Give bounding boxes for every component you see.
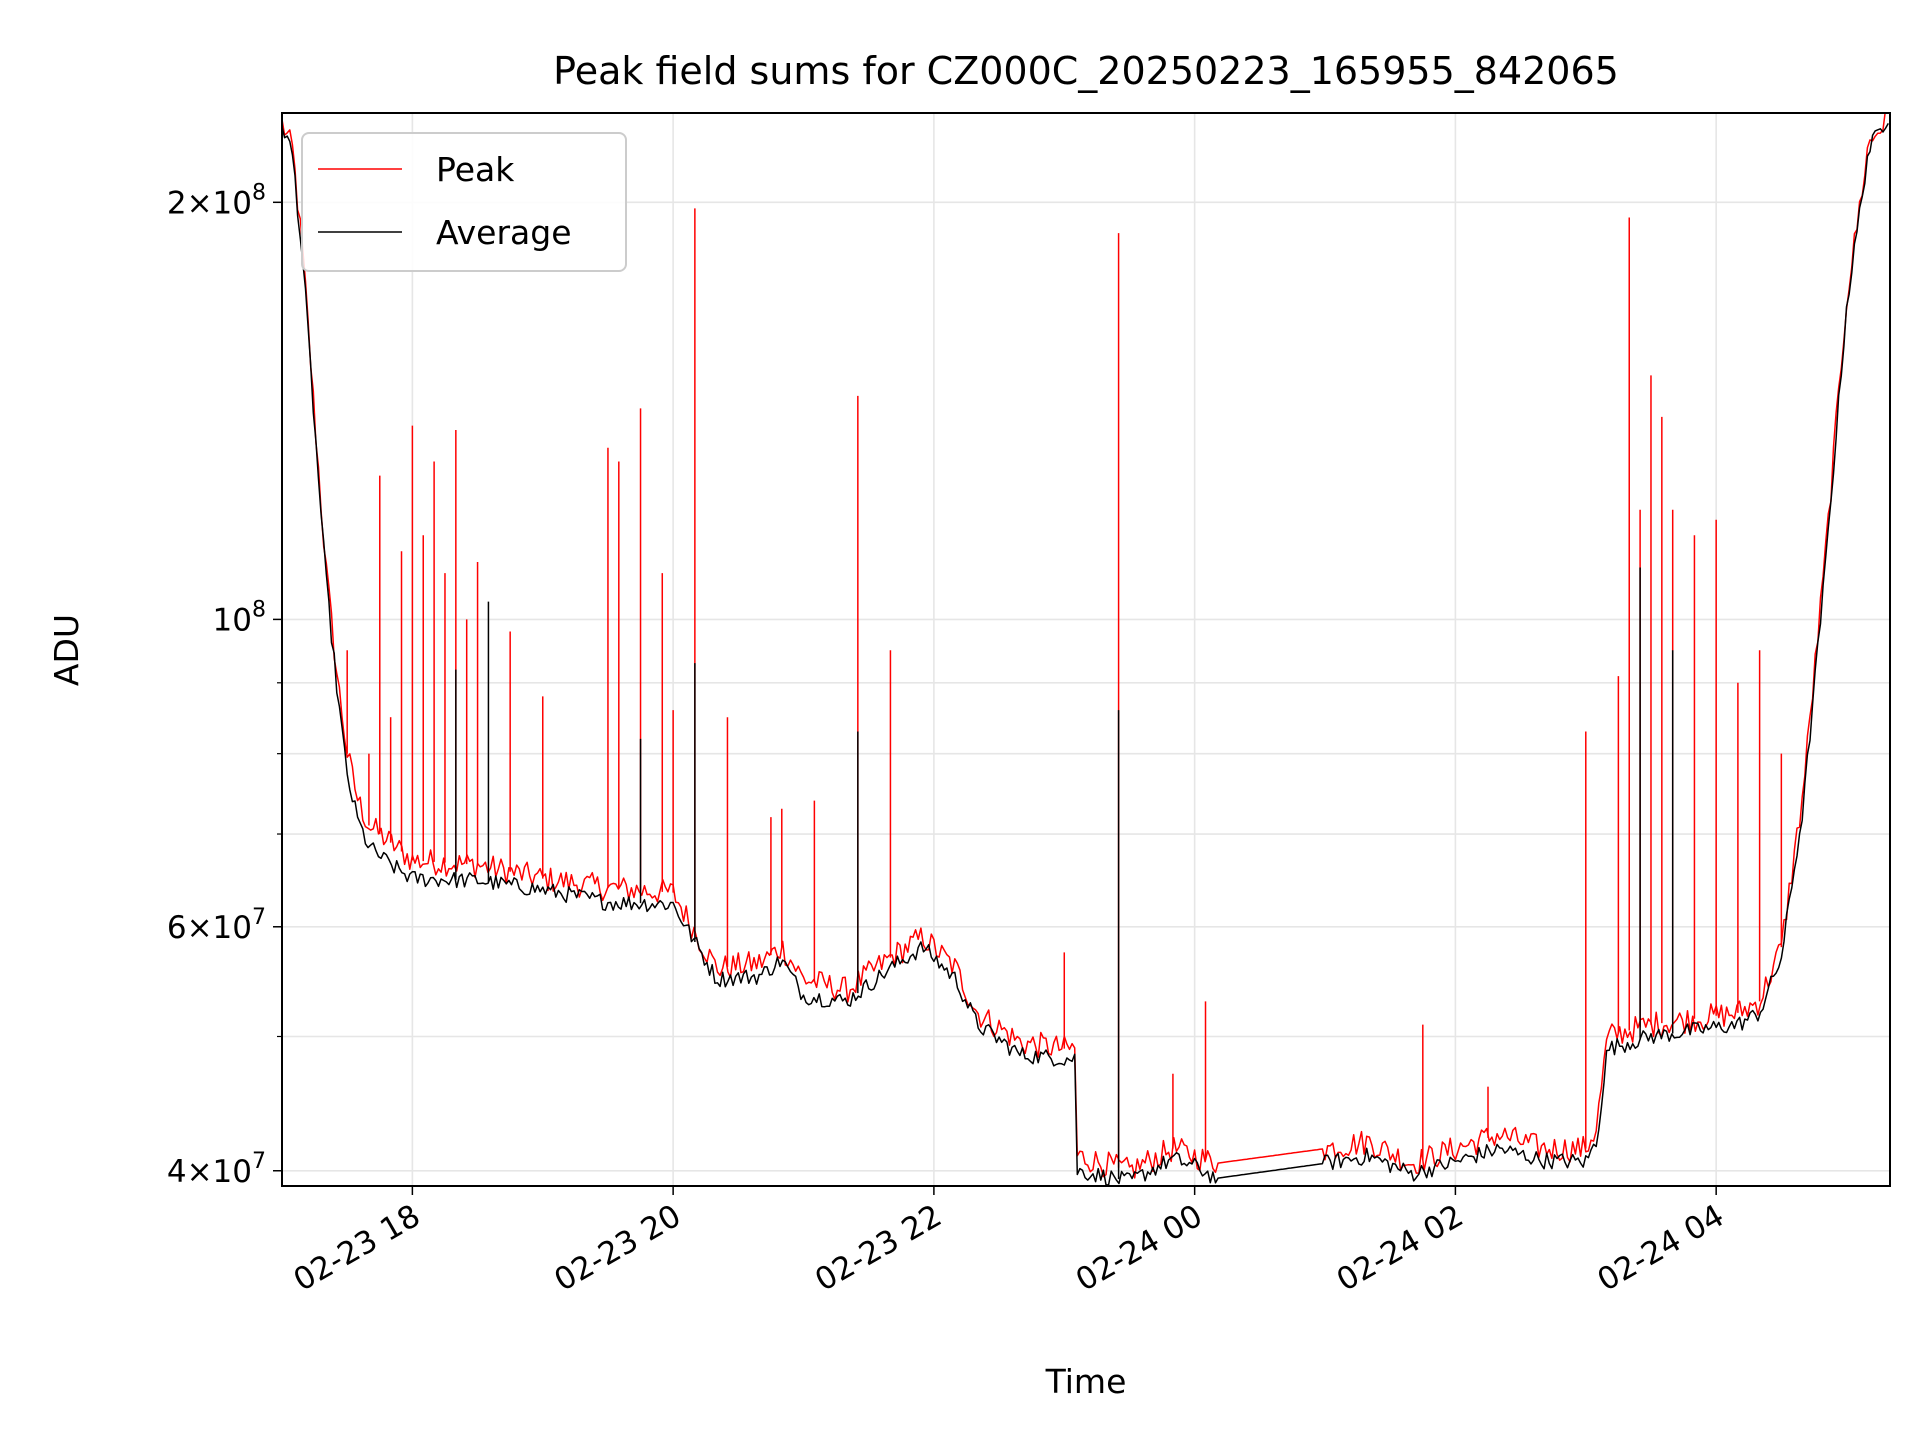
legend-peak-label: Peak <box>436 150 515 189</box>
series-layer <box>282 113 1889 1186</box>
series-line-average <box>282 123 1889 1186</box>
series-line-peak <box>282 113 1886 1179</box>
legend: Peak Average <box>301 132 627 272</box>
y-axis-label: ADU <box>47 614 86 686</box>
x-axis-label: Time <box>1045 1362 1127 1401</box>
y-tick-label: 6×107 <box>167 905 266 946</box>
y-tick-label: 2×108 <box>167 180 266 221</box>
y-tick-label: 108 <box>213 597 266 638</box>
y-tick-label: 4×107 <box>167 1149 266 1190</box>
legend-average-label: Average <box>436 213 572 252</box>
chart-title: Peak field sums for CZ000C_20250223_1659… <box>553 49 1619 93</box>
legend-box <box>301 132 627 272</box>
axes-frame <box>281 112 1891 1187</box>
